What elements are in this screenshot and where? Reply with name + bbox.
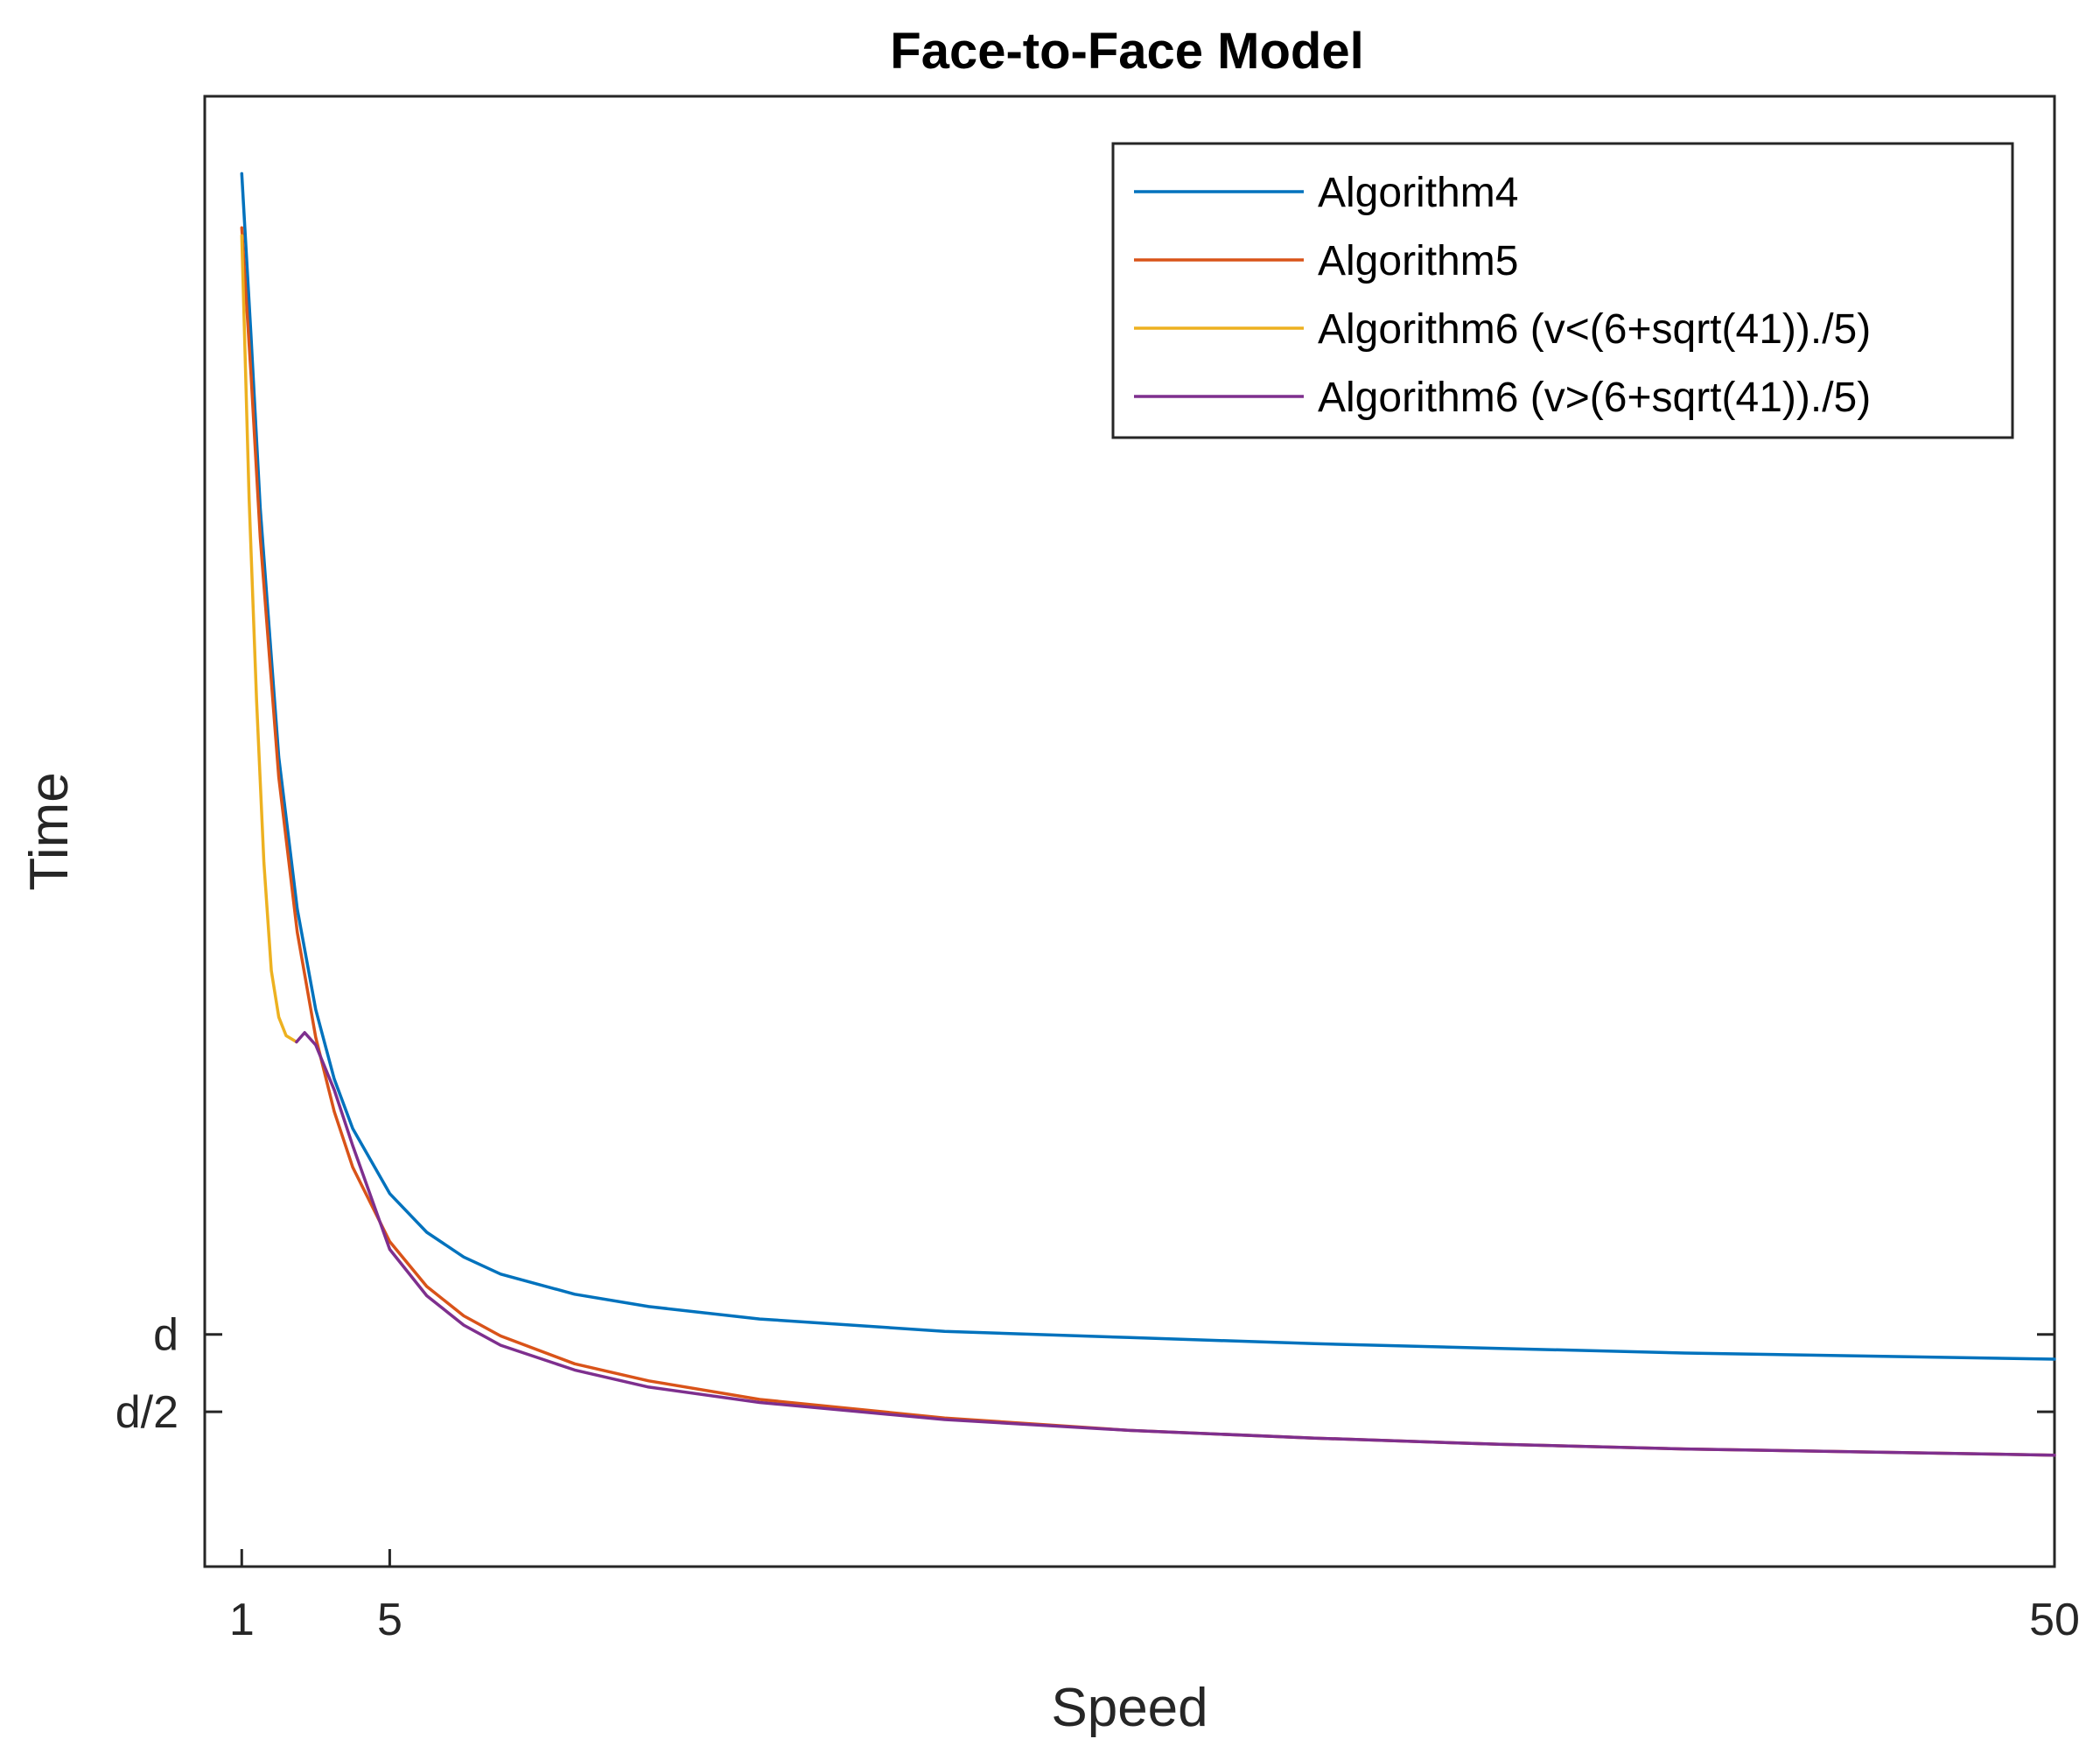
tick-layer: 1 5 50 d d/2 — [116, 1310, 2080, 1645]
legend-entry-1: Algorithm4 — [1318, 170, 1518, 216]
x-tick-label-3: 50 — [2029, 1595, 2080, 1645]
x-axis-label: Speed — [1051, 1678, 1208, 1738]
legend: Algorithm4 Algorithm5 Algorithm6 (v<(6+sqr… — [1111, 142, 2014, 439]
y-tick-label-2: d/2 — [116, 1387, 178, 1438]
legend-entry-3: Algorithm6 (v<(6+sqrt(41))./5) — [1318, 306, 1871, 353]
series-layer — [240, 172, 2056, 1457]
series-line-3 — [240, 234, 298, 1044]
y-axis-label: Time — [19, 772, 80, 890]
y-tick-label-1: d — [153, 1310, 178, 1361]
legend-entry-4: Algorithm6 (v>(6+sqrt(41))./5) — [1318, 375, 1871, 421]
x-tick-label-1: 1 — [229, 1595, 255, 1645]
chart-title: Face-to-Face Model — [890, 23, 1363, 80]
x-tick-label-2: 5 — [377, 1595, 402, 1645]
series-line-1 — [240, 172, 2056, 1361]
legend-entry-2: Algorithm5 — [1318, 238, 1518, 284]
series-line-4 — [295, 1031, 2056, 1457]
